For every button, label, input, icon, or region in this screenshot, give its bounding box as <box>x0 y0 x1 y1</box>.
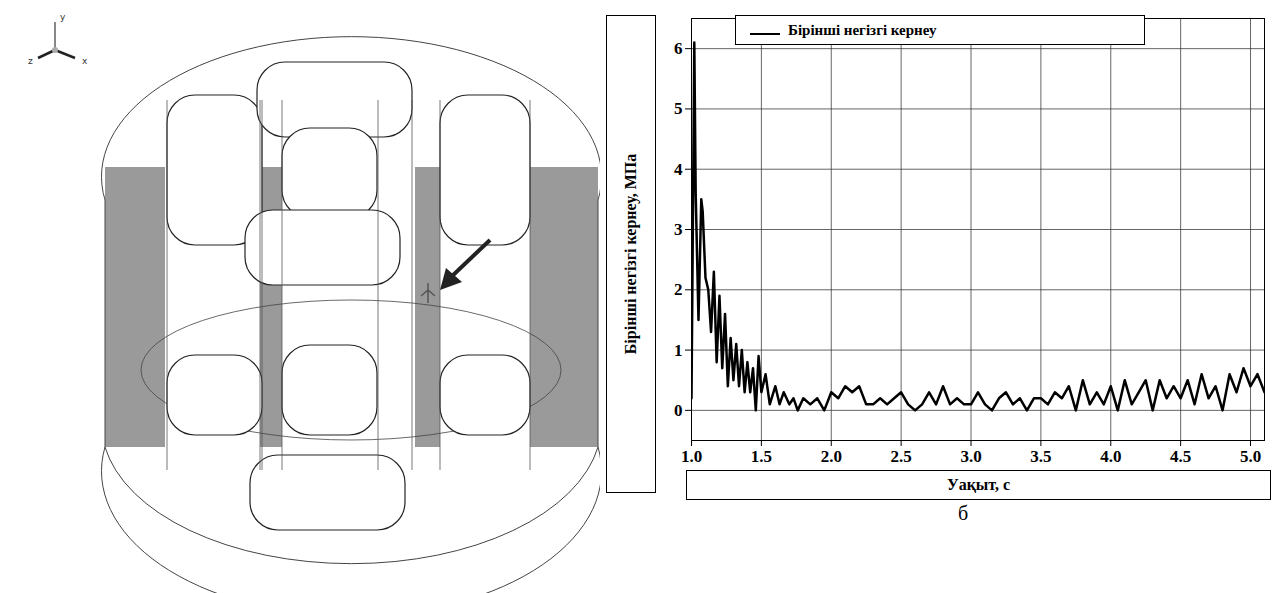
svg-text:4.0: 4.0 <box>1100 447 1121 466</box>
svg-text:4.5: 4.5 <box>1170 447 1191 466</box>
svg-text:2.5: 2.5 <box>891 447 912 466</box>
svg-text:0: 0 <box>674 401 683 420</box>
html-text:б: б <box>958 502 969 524</box>
html-text:Бірінші негізгі кернеу: Бірінші негізгі кернеу <box>788 21 937 38</box>
svg-text:3.0: 3.0 <box>960 447 981 466</box>
svg-text:1: 1 <box>674 341 683 360</box>
svg-text:z: z <box>28 56 33 66</box>
svg-text:5: 5 <box>674 99 683 118</box>
svg-text:5.0: 5.0 <box>1240 447 1261 466</box>
svg-text:6: 6 <box>674 39 683 58</box>
svg-text:1.5: 1.5 <box>751 447 772 466</box>
svg-text:2: 2 <box>674 280 683 299</box>
svg-text:1.0: 1.0 <box>681 447 702 466</box>
svg-text:x: x <box>82 56 88 66</box>
svg-text:3: 3 <box>674 220 683 239</box>
html-text:Уақыт, с: Уақыт, с <box>946 476 1011 493</box>
svg-text:4: 4 <box>674 160 683 179</box>
svg-text:y: y <box>60 12 66 22</box>
svg-text:3.5: 3.5 <box>1030 447 1051 466</box>
svg-text:2.0: 2.0 <box>821 447 842 466</box>
html-text:Бірінші негізгі кернеу, МПа: Бірінші негізгі кернеу, МПа <box>622 153 639 355</box>
